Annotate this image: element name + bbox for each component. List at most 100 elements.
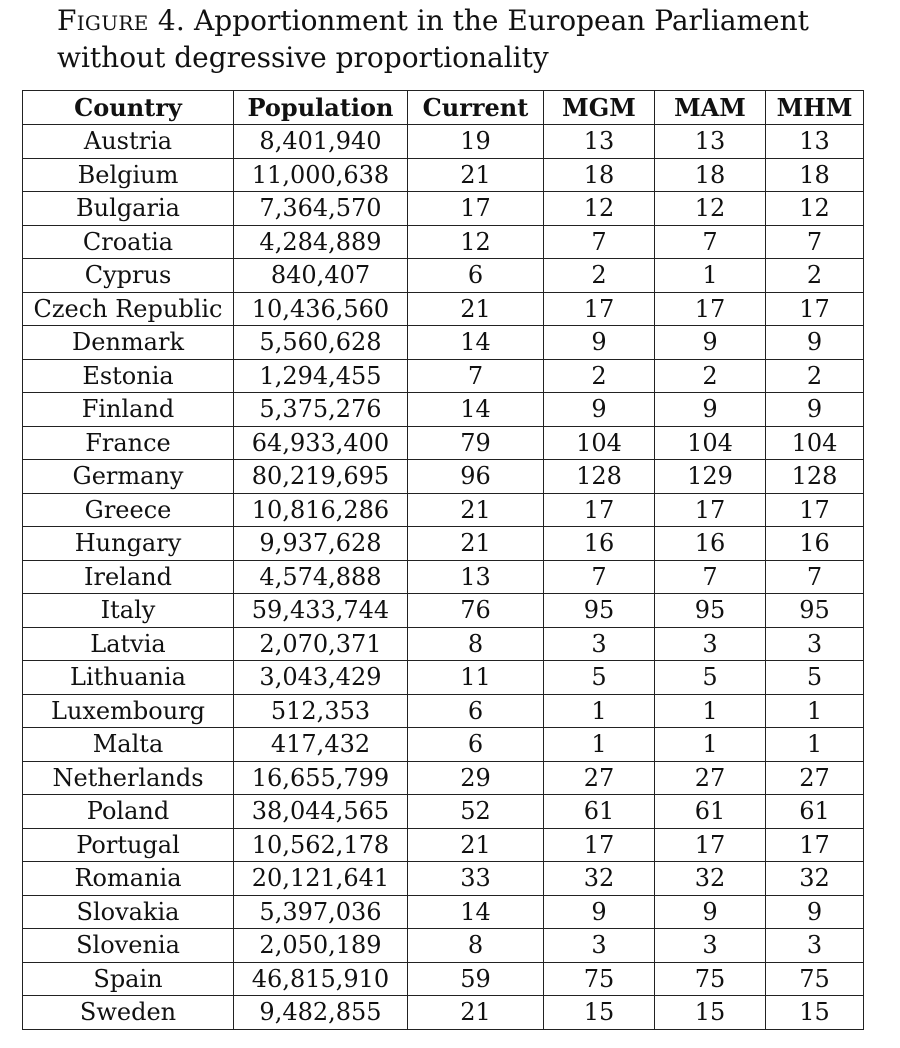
current-cell: 14 bbox=[407, 894, 544, 929]
header-population: Population bbox=[233, 90, 408, 125]
mgm-cell: 7 bbox=[543, 559, 655, 594]
table-row: Denmark 5,560,628 14 9 9 9 bbox=[22, 325, 864, 360]
country-cell: Lithuania bbox=[22, 660, 234, 695]
mam-cell: 1 bbox=[654, 693, 766, 728]
apportionment-table: Country Population Current MGM MAM MHM A… bbox=[22, 90, 864, 1030]
mam-cell: 18 bbox=[654, 157, 766, 192]
table-row: Hungary 9,937,628 21 16 16 16 bbox=[22, 526, 864, 561]
current-cell: 52 bbox=[407, 794, 544, 829]
country-cell: Estonia bbox=[22, 358, 234, 393]
mhm-cell: 32 bbox=[765, 861, 864, 896]
population-cell: 2,070,371 bbox=[233, 626, 408, 661]
mgm-cell: 9 bbox=[543, 325, 655, 360]
mam-cell: 9 bbox=[654, 325, 766, 360]
current-cell: 79 bbox=[407, 425, 544, 460]
country-cell: Hungary bbox=[22, 526, 234, 561]
country-cell: Germany bbox=[22, 459, 234, 494]
population-cell: 20,121,641 bbox=[233, 861, 408, 896]
mgm-cell: 9 bbox=[543, 392, 655, 427]
population-cell: 10,816,286 bbox=[233, 492, 408, 527]
table-row: Cyprus 840,407 6 2 1 2 bbox=[22, 258, 864, 293]
mgm-cell: 32 bbox=[543, 861, 655, 896]
current-cell: 21 bbox=[407, 995, 544, 1030]
mhm-cell: 7 bbox=[765, 559, 864, 594]
population-cell: 4,284,889 bbox=[233, 224, 408, 259]
current-cell: 14 bbox=[407, 325, 544, 360]
country-cell: Croatia bbox=[22, 224, 234, 259]
mgm-cell: 17 bbox=[543, 827, 655, 862]
country-cell: Ireland bbox=[22, 559, 234, 594]
country-cell: Portugal bbox=[22, 827, 234, 862]
mam-cell: 3 bbox=[654, 626, 766, 661]
country-cell: Bulgaria bbox=[22, 191, 234, 226]
current-cell: 17 bbox=[407, 191, 544, 226]
mhm-cell: 1 bbox=[765, 727, 864, 762]
population-cell: 8,401,940 bbox=[233, 124, 408, 159]
mhm-cell: 3 bbox=[765, 928, 864, 963]
mhm-cell: 27 bbox=[765, 760, 864, 795]
mhm-cell: 128 bbox=[765, 459, 864, 494]
current-cell: 33 bbox=[407, 861, 544, 896]
mgm-cell: 7 bbox=[543, 224, 655, 259]
mam-cell: 2 bbox=[654, 358, 766, 393]
mgm-cell: 1 bbox=[543, 693, 655, 728]
table-row: Netherlands 16,655,799 29 27 27 27 bbox=[22, 760, 864, 795]
mgm-cell: 16 bbox=[543, 526, 655, 561]
figure-label: Figure 4. bbox=[57, 4, 186, 37]
mam-cell: 17 bbox=[654, 827, 766, 862]
population-cell: 5,375,276 bbox=[233, 392, 408, 427]
country-cell: Poland bbox=[22, 794, 234, 829]
population-cell: 5,397,036 bbox=[233, 894, 408, 929]
mam-cell: 5 bbox=[654, 660, 766, 695]
mam-cell: 95 bbox=[654, 593, 766, 628]
mgm-cell: 12 bbox=[543, 191, 655, 226]
mgm-cell: 17 bbox=[543, 291, 655, 326]
population-cell: 5,560,628 bbox=[233, 325, 408, 360]
country-cell: Italy bbox=[22, 593, 234, 628]
current-cell: 59 bbox=[407, 961, 544, 996]
country-cell: Netherlands bbox=[22, 760, 234, 795]
mgm-cell: 3 bbox=[543, 928, 655, 963]
table-row: Slovakia 5,397,036 14 9 9 9 bbox=[22, 894, 864, 929]
mgm-cell: 27 bbox=[543, 760, 655, 795]
figure-title: Apportionment in the European Parliament… bbox=[57, 4, 809, 74]
current-cell: 6 bbox=[407, 258, 544, 293]
current-cell: 21 bbox=[407, 526, 544, 561]
table-row: Greece 10,816,286 21 17 17 17 bbox=[22, 492, 864, 527]
country-cell: Belgium bbox=[22, 157, 234, 192]
population-cell: 840,407 bbox=[233, 258, 408, 293]
country-cell: Austria bbox=[22, 124, 234, 159]
mhm-cell: 3 bbox=[765, 626, 864, 661]
table-row: Italy 59,433,744 76 95 95 95 bbox=[22, 593, 864, 628]
mam-cell: 16 bbox=[654, 526, 766, 561]
mam-cell: 104 bbox=[654, 425, 766, 460]
mam-cell: 9 bbox=[654, 894, 766, 929]
country-cell: Finland bbox=[22, 392, 234, 427]
table-row: Lithuania 3,043,429 11 5 5 5 bbox=[22, 660, 864, 695]
current-cell: 13 bbox=[407, 559, 544, 594]
table-row: Croatia 4,284,889 12 7 7 7 bbox=[22, 224, 864, 259]
mam-cell: 32 bbox=[654, 861, 766, 896]
table-row: Latvia 2,070,371 8 3 3 3 bbox=[22, 626, 864, 661]
current-cell: 21 bbox=[407, 827, 544, 862]
mam-cell: 1 bbox=[654, 258, 766, 293]
mgm-cell: 1 bbox=[543, 727, 655, 762]
mhm-cell: 16 bbox=[765, 526, 864, 561]
population-cell: 10,562,178 bbox=[233, 827, 408, 862]
mgm-cell: 104 bbox=[543, 425, 655, 460]
table-row: Malta 417,432 6 1 1 1 bbox=[22, 727, 864, 762]
table-row: Slovenia 2,050,189 8 3 3 3 bbox=[22, 928, 864, 963]
mhm-cell: 15 bbox=[765, 995, 864, 1030]
population-cell: 7,364,570 bbox=[233, 191, 408, 226]
mhm-cell: 12 bbox=[765, 191, 864, 226]
mgm-cell: 3 bbox=[543, 626, 655, 661]
header-current: Current bbox=[407, 90, 544, 125]
country-cell: Latvia bbox=[22, 626, 234, 661]
population-cell: 38,044,565 bbox=[233, 794, 408, 829]
country-cell: Sweden bbox=[22, 995, 234, 1030]
country-cell: France bbox=[22, 425, 234, 460]
mgm-cell: 95 bbox=[543, 593, 655, 628]
table-header-row: Country Population Current MGM MAM MHM bbox=[22, 90, 864, 125]
current-cell: 6 bbox=[407, 727, 544, 762]
country-cell: Spain bbox=[22, 961, 234, 996]
